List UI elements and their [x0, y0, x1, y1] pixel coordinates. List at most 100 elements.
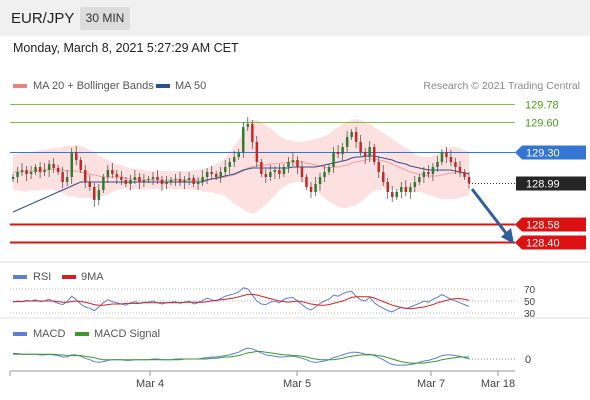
- support-level-label: 128.58: [526, 220, 560, 232]
- candle-body: [205, 172, 209, 177]
- x-tick-label: Mar 5: [283, 378, 311, 390]
- candle-body: [174, 179, 177, 180]
- candle-body: [382, 172, 385, 182]
- macd-signal-legend-swatch: [75, 332, 89, 336]
- candle-body: [97, 190, 101, 200]
- candle-body: [359, 142, 362, 152]
- resistance-level-label: 129.60: [525, 118, 559, 130]
- candle-body: [291, 160, 295, 162]
- macd-panel: 0: [13, 347, 531, 366]
- top-bar: EUR/JPY 30 MIN: [0, 0, 590, 36]
- candle-body: [440, 152, 444, 162]
- support-level-label: 128.40: [526, 238, 560, 250]
- last-price-label: 128.99: [526, 179, 560, 191]
- candle-body: [138, 177, 141, 182]
- rsi-legend-swatch: [13, 275, 27, 279]
- candle-body: [422, 172, 426, 177]
- candle-body: [305, 177, 308, 187]
- candle-body: [47, 164, 51, 170]
- x-tick-label: Mar 4: [136, 378, 164, 390]
- bollinger-legend-swatch: [13, 84, 27, 88]
- rsi-legend-label: RSI: [33, 271, 52, 283]
- rsi-ma9-line: [13, 293, 470, 310]
- candle-body: [449, 157, 453, 162]
- candle-body: [183, 180, 186, 182]
- candle-body: [350, 132, 353, 137]
- candle-body: [300, 167, 304, 177]
- candle-body: [246, 124, 249, 127]
- candle-body: [29, 172, 33, 174]
- macd-legend-label: MACD: [33, 328, 66, 340]
- candle-body: [165, 182, 168, 184]
- candle-body: [309, 187, 313, 192]
- candle-body: [52, 164, 55, 168]
- currency-pair-title: EUR/JPY: [11, 10, 75, 27]
- candle-body: [156, 177, 159, 180]
- candle-body: [142, 180, 146, 182]
- macd-signal-line: [13, 351, 469, 364]
- candle-body: [395, 192, 398, 197]
- x-axis: Mar 4 Mar 5 Mar 7 Mar 18: [9, 371, 515, 390]
- candle-body: [318, 177, 322, 184]
- candle-body: [431, 167, 435, 174]
- candle-body: [377, 162, 380, 172]
- candle-body: [237, 152, 240, 157]
- candle-body: [463, 172, 466, 177]
- candle-body: [192, 178, 195, 184]
- candle-body: [278, 170, 281, 174]
- candle-body: [386, 182, 389, 192]
- candle-body: [327, 167, 331, 172]
- candle-body: [169, 180, 173, 182]
- candle-body: [436, 162, 439, 167]
- candle-body: [43, 170, 46, 172]
- ma50-legend-label: MA 50: [175, 80, 207, 92]
- x-tick-label: Mar 7: [417, 378, 445, 390]
- candle-body: [454, 162, 457, 167]
- candle-body: [413, 182, 417, 187]
- candle-body: [34, 167, 37, 172]
- candle-body: [38, 167, 42, 172]
- support-level-tag: [515, 235, 586, 250]
- candle-body: [70, 152, 73, 177]
- candle-body: [102, 177, 105, 190]
- resistance-level-label: 129.78: [525, 100, 559, 112]
- candle-body: [409, 187, 412, 192]
- candle-body: [115, 174, 119, 177]
- candle-body: [20, 170, 24, 172]
- candle-body: [79, 160, 82, 170]
- candle-body: [187, 178, 191, 180]
- candle-body: [354, 132, 358, 142]
- ma9-legend-swatch: [62, 275, 76, 279]
- candle-body: [129, 180, 132, 184]
- candle-body: [11, 177, 15, 179]
- candle-body: [160, 180, 164, 184]
- candle-body: [233, 157, 236, 162]
- candle-body: [133, 177, 137, 180]
- candle-body: [373, 147, 376, 162]
- candle-body: [287, 162, 290, 167]
- candle-body: [178, 179, 182, 182]
- candle-body: [75, 152, 78, 160]
- pivot-level-label: 129.30: [526, 148, 560, 160]
- candle-body: [418, 177, 421, 182]
- macd-signal-legend-label: MACD Signal: [94, 328, 161, 340]
- candle-body: [224, 167, 227, 172]
- candle-body: [84, 170, 87, 182]
- candle-body: [25, 170, 28, 174]
- candle-body: [61, 172, 64, 182]
- candle-body: [341, 147, 344, 154]
- macd-zero-label: 0: [525, 354, 531, 366]
- candle-body: [400, 187, 403, 192]
- candle-body: [228, 162, 231, 167]
- candle-body: [251, 124, 254, 142]
- last-price-tag: [516, 176, 586, 191]
- candle-body: [445, 152, 448, 157]
- candle-body: [260, 162, 263, 174]
- candle-body: [282, 167, 286, 174]
- candle-body: [427, 172, 430, 174]
- candle-body: [391, 192, 394, 197]
- timeframe-badge[interactable]: 30 MIN: [80, 7, 130, 30]
- candle-body: [201, 177, 204, 182]
- candle-body: [219, 172, 222, 177]
